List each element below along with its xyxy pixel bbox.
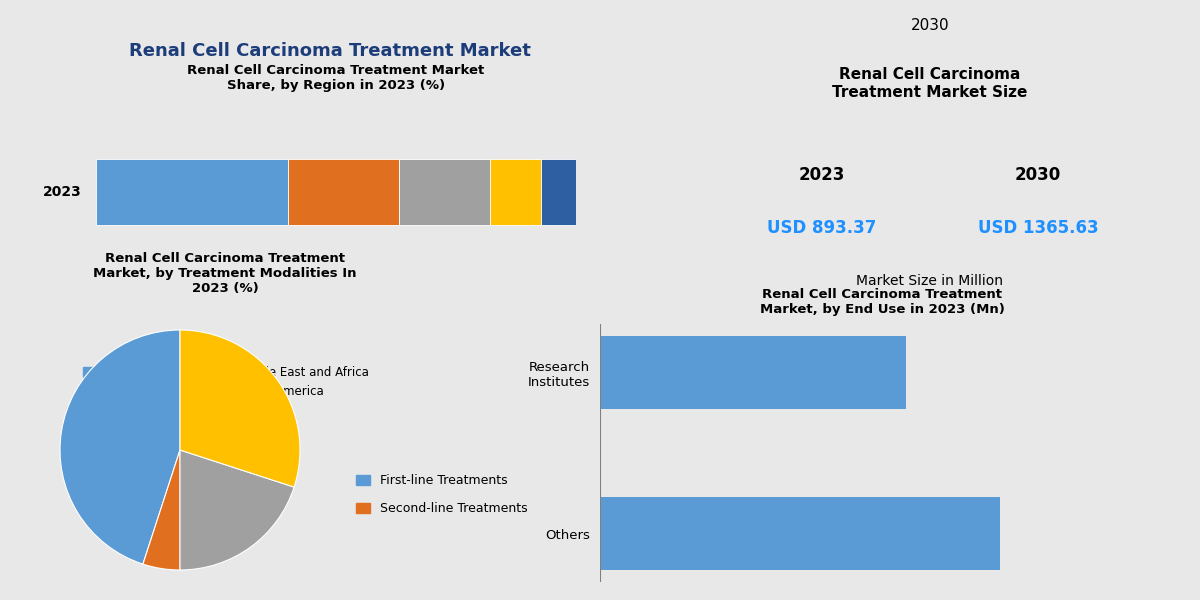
Text: 2023: 2023 [798,166,845,184]
Text: 2030: 2030 [911,18,949,33]
Text: Renal Cell Carcinoma Treatment Market: Renal Cell Carcinoma Treatment Market [130,42,530,60]
Title: Renal Cell Carcinoma Treatment Market
Share, by Region in 2023 (%): Renal Cell Carcinoma Treatment Market Sh… [187,64,485,92]
Bar [600,336,906,409]
Text: USD 893.37: USD 893.37 [767,219,876,237]
Legend: North America, Asia-Pacific, Europe, Middle East and Africa, South America: North America, Asia-Pacific, Europe, Mid… [78,361,373,421]
Title: Renal Cell Carcinoma Treatment
Market, by End Use in 2023 (Mn): Renal Cell Carcinoma Treatment Market, b… [760,288,1004,316]
Wedge shape [60,330,180,564]
Wedge shape [180,450,294,570]
Text: Market Size in Million: Market Size in Million [857,274,1003,288]
Bar [541,159,576,225]
Bar [96,159,288,225]
Legend: First-line Treatments, Second-line Treatments: First-line Treatments, Second-line Treat… [352,469,533,520]
Wedge shape [180,330,300,487]
Wedge shape [143,450,180,570]
Bar [600,497,1000,570]
Text: 2030: 2030 [1015,166,1061,184]
Bar [288,159,400,225]
Text: 2023: 2023 [43,185,82,199]
Text: USD 1365.63: USD 1365.63 [978,219,1098,237]
Bar [490,159,541,225]
Bar [400,159,490,225]
Title: Renal Cell Carcinoma Treatment
Market, by Treatment Modalities In
2023 (%): Renal Cell Carcinoma Treatment Market, b… [94,251,356,295]
Text: Renal Cell Carcinoma
Treatment Market Size: Renal Cell Carcinoma Treatment Market Si… [833,67,1027,100]
